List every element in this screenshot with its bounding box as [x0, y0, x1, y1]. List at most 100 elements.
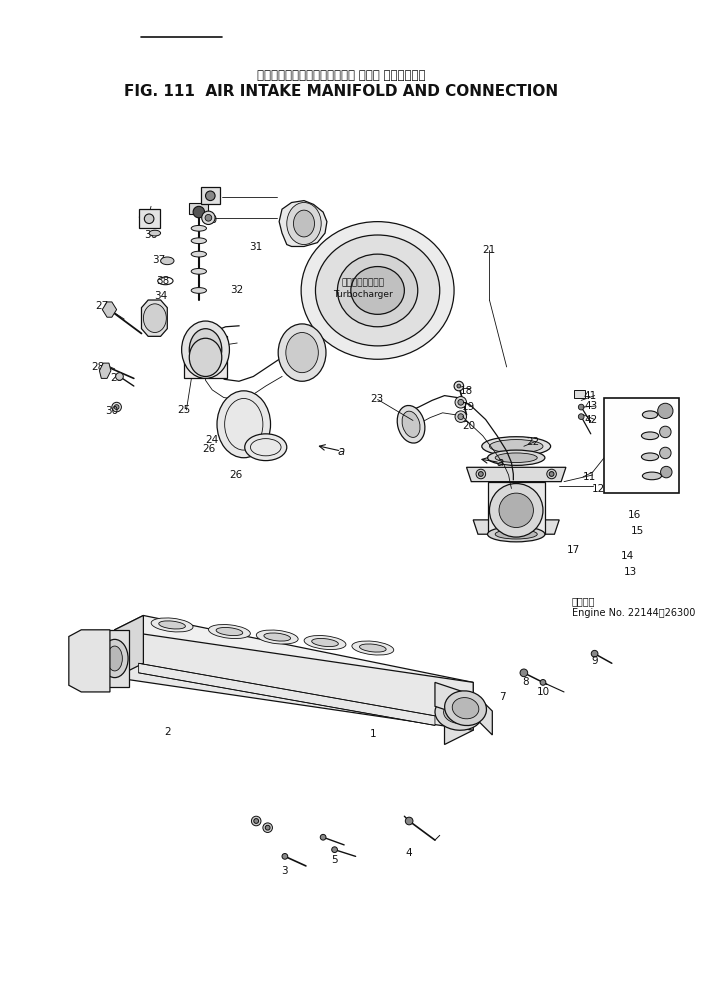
- Ellipse shape: [189, 329, 222, 371]
- Polygon shape: [142, 300, 167, 336]
- Ellipse shape: [217, 390, 270, 458]
- Text: 28: 28: [91, 362, 104, 372]
- Text: 27: 27: [96, 300, 109, 311]
- Text: 22: 22: [526, 437, 539, 448]
- Circle shape: [455, 396, 466, 408]
- Polygon shape: [445, 683, 473, 744]
- Circle shape: [193, 206, 204, 218]
- Ellipse shape: [351, 267, 405, 314]
- Ellipse shape: [161, 257, 174, 265]
- Bar: [189, 202, 208, 214]
- Ellipse shape: [286, 333, 318, 373]
- Text: 37: 37: [152, 255, 165, 265]
- Text: 15: 15: [631, 526, 644, 536]
- Ellipse shape: [287, 202, 321, 245]
- Text: エアーインテークマニホールド および コネクション: エアーインテークマニホールド および コネクション: [257, 68, 425, 82]
- Text: 32: 32: [230, 285, 244, 295]
- Ellipse shape: [159, 621, 185, 629]
- Ellipse shape: [107, 646, 122, 671]
- Text: Turbocharger: Turbocharger: [333, 289, 393, 298]
- Text: 19: 19: [462, 402, 475, 412]
- Ellipse shape: [102, 639, 128, 678]
- Circle shape: [476, 469, 485, 479]
- Bar: [139, 209, 159, 228]
- Ellipse shape: [482, 437, 551, 456]
- Ellipse shape: [488, 526, 545, 542]
- Text: 26: 26: [202, 444, 215, 454]
- Text: 13: 13: [624, 568, 638, 578]
- Circle shape: [205, 191, 215, 200]
- Circle shape: [112, 402, 122, 412]
- Text: 38: 38: [156, 275, 169, 285]
- Circle shape: [254, 819, 259, 824]
- Text: 25: 25: [177, 405, 190, 415]
- Ellipse shape: [641, 432, 659, 440]
- Ellipse shape: [191, 287, 207, 293]
- Polygon shape: [466, 468, 566, 482]
- Text: 2: 2: [164, 727, 171, 737]
- Ellipse shape: [435, 696, 483, 730]
- Circle shape: [578, 404, 584, 410]
- Polygon shape: [102, 302, 117, 317]
- Text: 39: 39: [206, 194, 219, 204]
- Text: 31: 31: [250, 243, 263, 253]
- Text: 1: 1: [370, 729, 376, 739]
- Ellipse shape: [445, 691, 486, 725]
- Circle shape: [263, 823, 272, 832]
- Circle shape: [405, 818, 413, 825]
- Polygon shape: [279, 200, 327, 247]
- Ellipse shape: [641, 453, 659, 461]
- Text: 33: 33: [149, 316, 162, 326]
- Ellipse shape: [191, 269, 207, 275]
- Polygon shape: [435, 683, 493, 735]
- Ellipse shape: [488, 450, 545, 466]
- Circle shape: [660, 447, 671, 459]
- Polygon shape: [488, 482, 545, 534]
- Text: 21: 21: [482, 246, 495, 256]
- Circle shape: [116, 373, 123, 381]
- Polygon shape: [114, 615, 473, 697]
- Polygon shape: [69, 630, 110, 692]
- Circle shape: [265, 826, 270, 830]
- Circle shape: [458, 414, 463, 419]
- Ellipse shape: [149, 230, 161, 236]
- Text: 29: 29: [110, 374, 123, 384]
- Ellipse shape: [495, 529, 537, 539]
- Polygon shape: [114, 615, 144, 678]
- Circle shape: [549, 472, 554, 477]
- Text: 43: 43: [584, 401, 598, 411]
- Circle shape: [457, 385, 460, 387]
- Ellipse shape: [264, 633, 290, 641]
- Text: 24: 24: [206, 435, 219, 445]
- Circle shape: [658, 403, 673, 418]
- Circle shape: [144, 214, 154, 224]
- Bar: [573, 389, 585, 398]
- Text: FIG. 111  AIR INTAKE MANIFOLD AND CONNECTION: FIG. 111 AIR INTAKE MANIFOLD AND CONNECT…: [124, 84, 558, 99]
- Ellipse shape: [642, 472, 661, 480]
- Polygon shape: [473, 520, 559, 534]
- Text: 42: 42: [584, 414, 598, 424]
- Ellipse shape: [191, 238, 207, 244]
- Circle shape: [520, 669, 528, 677]
- Text: 26: 26: [230, 470, 243, 480]
- Circle shape: [661, 467, 672, 478]
- Text: 適用号番: 適用号番: [572, 597, 595, 606]
- Text: 34: 34: [154, 291, 167, 301]
- Text: 36: 36: [144, 230, 158, 240]
- Text: 17: 17: [567, 545, 580, 556]
- Text: 9: 9: [591, 656, 598, 666]
- Ellipse shape: [278, 324, 326, 382]
- Text: Engine No. 22144～26300: Engine No. 22144～26300: [572, 607, 695, 617]
- Ellipse shape: [490, 440, 543, 453]
- Ellipse shape: [360, 644, 386, 652]
- Ellipse shape: [315, 235, 440, 346]
- Ellipse shape: [293, 210, 315, 237]
- Circle shape: [591, 650, 598, 657]
- Circle shape: [332, 847, 337, 852]
- Ellipse shape: [312, 638, 338, 646]
- Circle shape: [547, 469, 556, 479]
- Polygon shape: [114, 630, 473, 730]
- Circle shape: [578, 414, 584, 419]
- Circle shape: [252, 817, 261, 826]
- Ellipse shape: [402, 411, 420, 437]
